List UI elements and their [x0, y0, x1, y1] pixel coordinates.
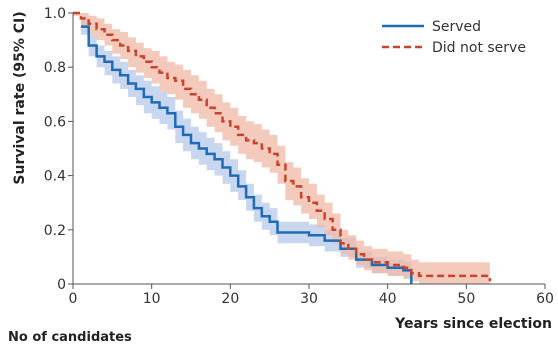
x-tick-label: 40 — [379, 291, 397, 307]
served-line — [80, 25, 413, 284]
y-tick-label: 0.6 — [44, 114, 66, 130]
legend-label-served: Served — [432, 19, 481, 35]
y-tick-label: 0 — [57, 277, 66, 293]
x-tick-label: 50 — [457, 291, 475, 307]
x-axis-title: Years since election — [394, 316, 552, 332]
tick-marks — [68, 12, 546, 289]
x-tick-label: 10 — [143, 291, 161, 307]
legend-label-did-not-serve: Did not serve — [432, 40, 526, 56]
x-tick-label: 20 — [221, 291, 239, 307]
candidates-table-title: No of candidates — [8, 330, 132, 345]
x-tick-label: 30 — [300, 291, 318, 307]
did-not-serve-ci-band — [73, 13, 490, 284]
x-tick-label: 0 — [69, 291, 78, 307]
series-lines — [73, 11, 492, 284]
legend: Served Did not serve — [382, 19, 526, 56]
tick-labels: 0 10 20 30 40 50 60 0 0.2 0.4 0.6 0.8 1.0 — [44, 6, 554, 307]
y-tick-label: 1.0 — [44, 6, 66, 22]
did-not-serve-line — [73, 11, 492, 282]
y-axis-title: Survival rate (95% CI) — [12, 11, 28, 184]
y-tick-label: 0.2 — [44, 223, 66, 239]
y-tick-label: 0.8 — [44, 60, 66, 76]
confidence-bands — [73, 13, 490, 285]
y-tick-label: 0.4 — [44, 169, 66, 185]
x-tick-label: 60 — [536, 291, 554, 307]
